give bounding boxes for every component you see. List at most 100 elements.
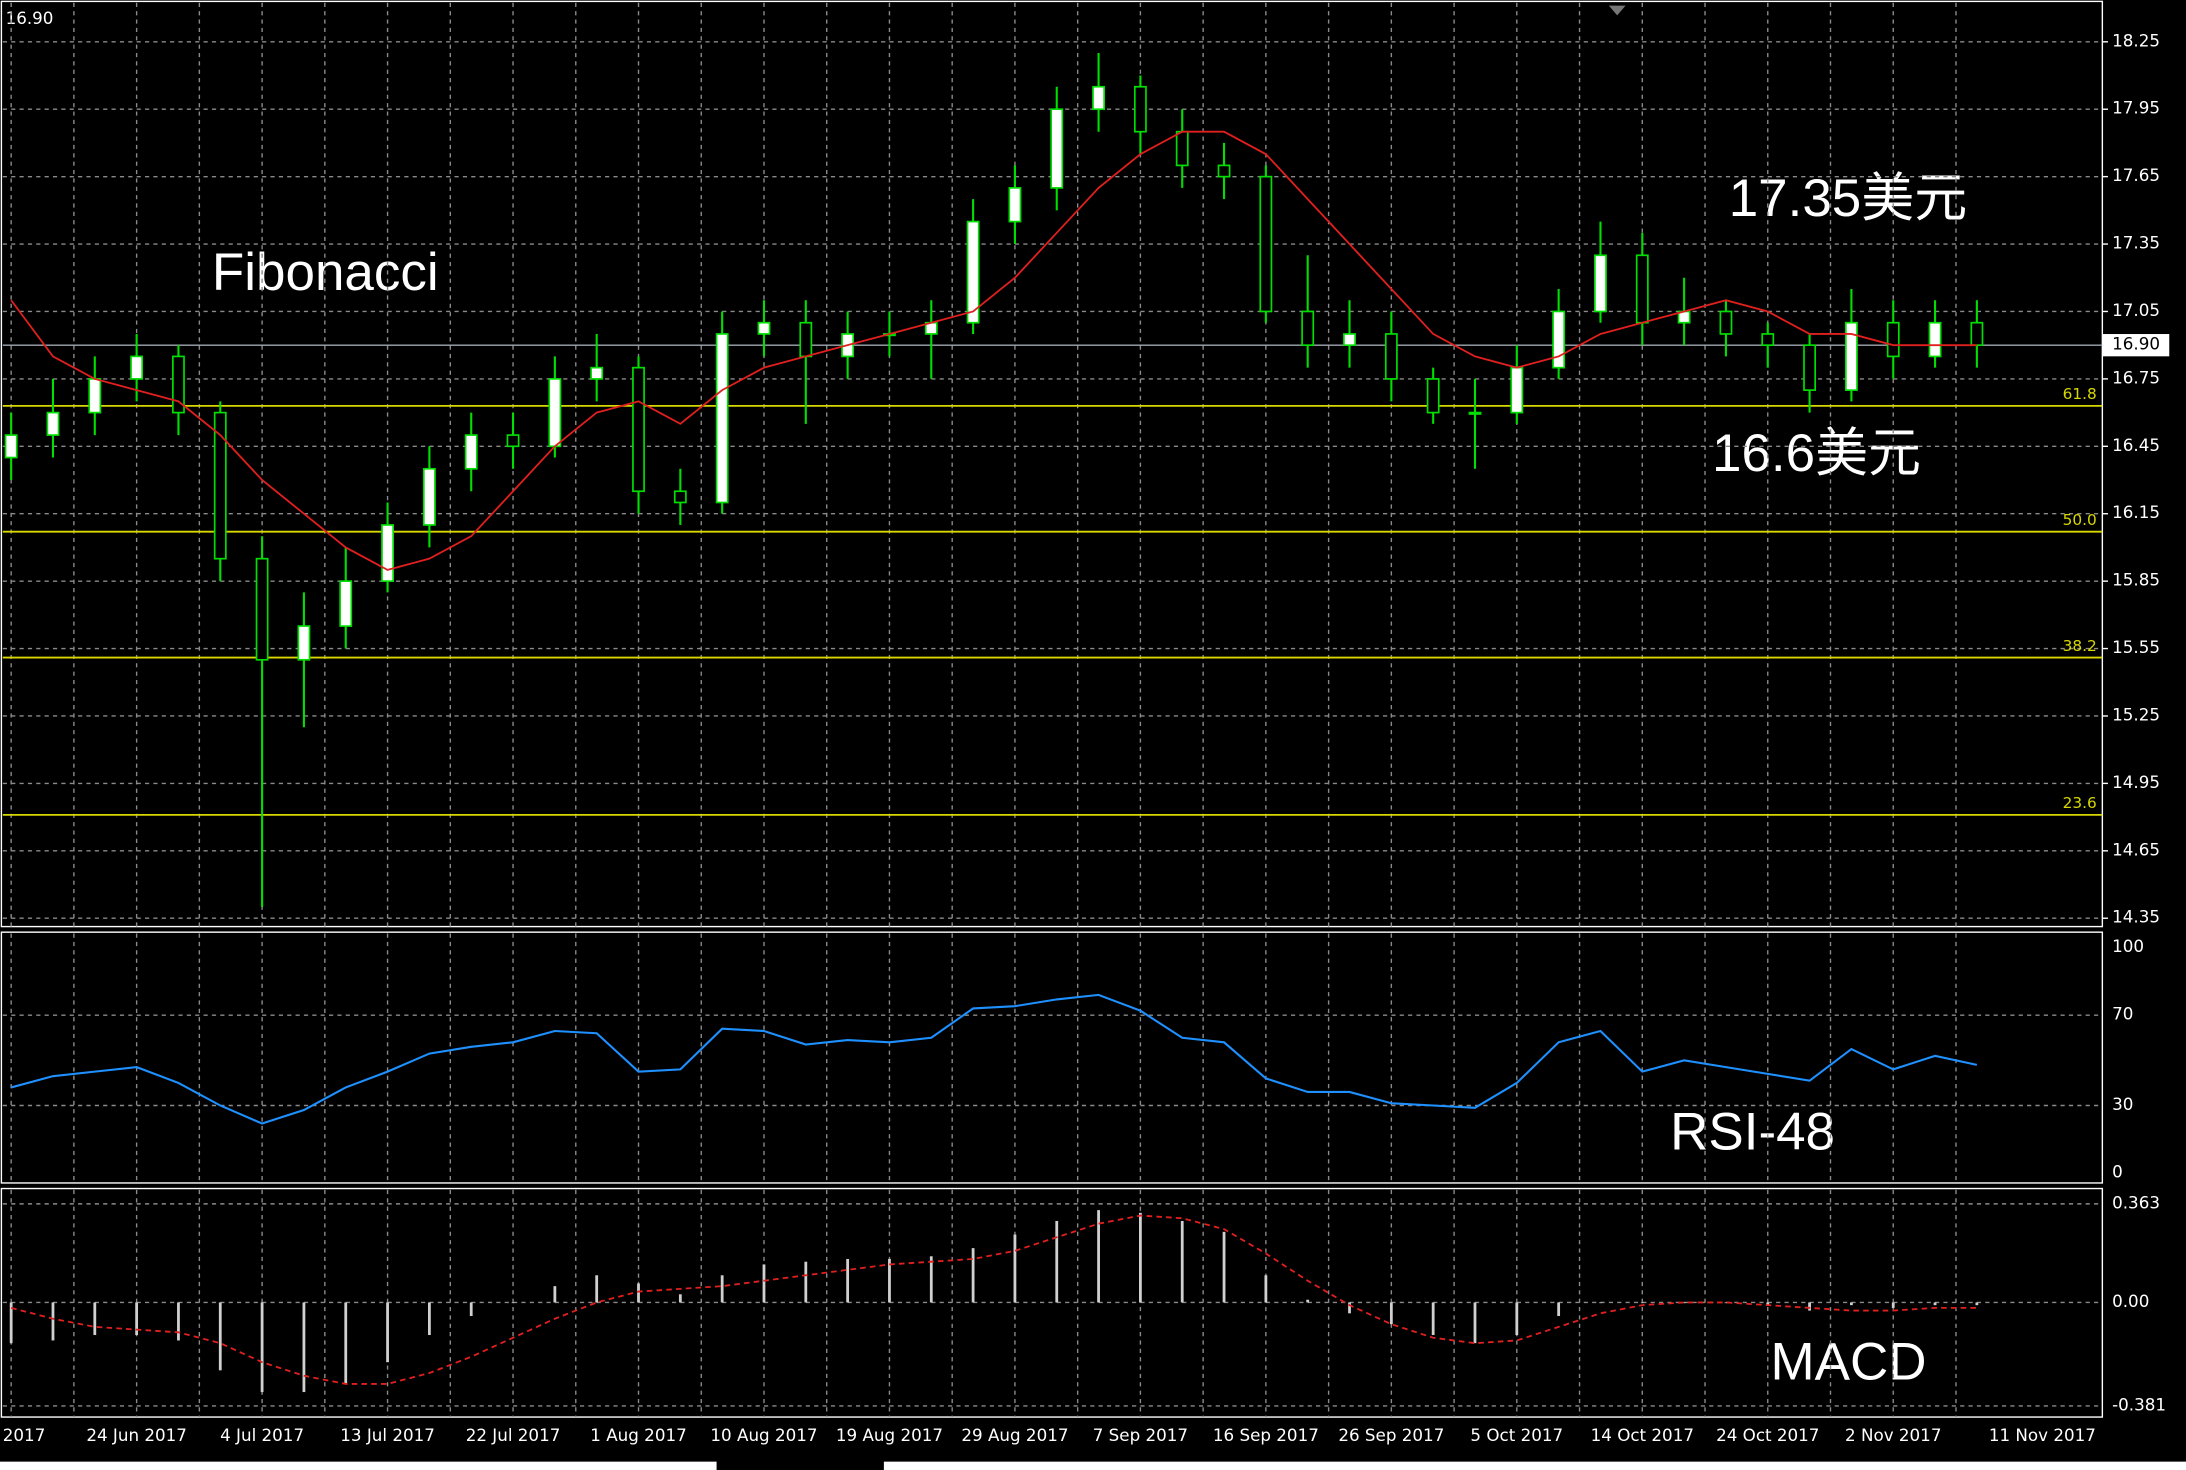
candle-body bbox=[1301, 310, 1315, 347]
macd-bar bbox=[637, 1283, 640, 1303]
macd-bar bbox=[1515, 1302, 1519, 1336]
x-tick-label: 29 Aug 2017 bbox=[961, 1425, 1068, 1445]
annotation: 16.6美元 bbox=[1712, 424, 1921, 483]
candle-body bbox=[1635, 254, 1649, 324]
candle-body bbox=[1970, 321, 1984, 347]
rsi-tick-label: 70 bbox=[2112, 1004, 2133, 1024]
macd-bar bbox=[177, 1302, 180, 1341]
y-tick-label: 14.35 bbox=[2112, 907, 2160, 927]
candle-body bbox=[381, 524, 394, 582]
macd-bar bbox=[1975, 1302, 1979, 1306]
candle-body bbox=[1719, 310, 1733, 335]
y-tick-label: 17.95 bbox=[2112, 98, 2160, 118]
candle-body bbox=[590, 366, 604, 380]
x-tick-label: 13 Jul 2017 bbox=[340, 1425, 435, 1445]
x-tick-label: 1 Aug 2017 bbox=[590, 1425, 686, 1445]
macd-bar bbox=[1139, 1212, 1142, 1303]
macd-bar bbox=[1473, 1302, 1477, 1344]
macd-bar bbox=[1640, 1302, 1644, 1304]
macd-signal bbox=[10, 1214, 1977, 1385]
candle-body bbox=[1092, 85, 1105, 111]
y-tick-label: 18.25 bbox=[2112, 30, 2160, 50]
candle-body bbox=[757, 321, 771, 335]
candle-body bbox=[88, 378, 102, 414]
macd-bar bbox=[302, 1302, 306, 1393]
y-tick-label: 16.75 bbox=[2112, 367, 2160, 387]
x-tick-label: 22 Jul 2017 bbox=[466, 1425, 561, 1445]
macd-bar bbox=[595, 1275, 599, 1303]
annotation: MACD bbox=[1771, 1332, 1927, 1391]
candle-body bbox=[130, 355, 144, 380]
x-tick-label: 24 Oct 2017 bbox=[1716, 1425, 1819, 1445]
macd-tick-label: 0.363 bbox=[2112, 1192, 2160, 1212]
candle-body bbox=[464, 434, 478, 470]
main-panel-frame bbox=[0, 0, 2104, 928]
macd-bar bbox=[971, 1248, 975, 1303]
macd-bar bbox=[344, 1302, 348, 1384]
x-tick-label: 19 Aug 2017 bbox=[836, 1425, 943, 1445]
tab-bar bbox=[883, 1461, 2186, 1470]
macd-bar bbox=[1557, 1302, 1561, 1317]
macd-bar bbox=[929, 1256, 933, 1303]
current-price-box bbox=[2102, 334, 2170, 357]
annotation: RSI-48 bbox=[1670, 1103, 1835, 1162]
macd-bar bbox=[135, 1302, 139, 1336]
current-price-top: 16.90 bbox=[6, 8, 54, 28]
candle-body bbox=[1217, 164, 1231, 178]
y-tick-label: 16.15 bbox=[2112, 502, 2160, 522]
candle-body bbox=[1552, 310, 1566, 369]
candle-body bbox=[213, 411, 227, 560]
candle-body bbox=[1343, 333, 1356, 347]
x-tick-label: 24 Jun 2017 bbox=[86, 1425, 187, 1445]
candle-body bbox=[1133, 85, 1147, 133]
y-tick-label: 15.55 bbox=[2112, 637, 2160, 657]
y-tick-label: 17.35 bbox=[2112, 233, 2160, 253]
macd-bar bbox=[1431, 1302, 1435, 1336]
macd-bar bbox=[1724, 1302, 1728, 1304]
current-price-label: 16.90 bbox=[2112, 334, 2160, 354]
candle-body bbox=[1803, 344, 1816, 391]
candle-body bbox=[1468, 411, 1482, 415]
y-tick-label: 14.95 bbox=[2112, 772, 2160, 792]
macd-panel-frame bbox=[0, 1187, 2104, 1418]
candle-body bbox=[715, 333, 729, 504]
macd-bar bbox=[260, 1302, 264, 1393]
candle-body bbox=[799, 321, 813, 358]
candle-body bbox=[1426, 378, 1440, 414]
candle-body bbox=[4, 434, 18, 459]
x-tick-label: 10 Aug 2017 bbox=[710, 1425, 817, 1445]
candle-body bbox=[1384, 333, 1398, 380]
candle-body bbox=[172, 355, 185, 414]
fib-label: 23.6 bbox=[2063, 794, 2097, 812]
macd-bar bbox=[762, 1264, 766, 1303]
candle-body bbox=[1175, 130, 1189, 167]
macd-bar bbox=[846, 1258, 850, 1303]
macd-bar bbox=[386, 1302, 389, 1363]
y-tick-label: 16.45 bbox=[2112, 435, 2160, 455]
rsi-tick-label: 0 bbox=[2112, 1162, 2123, 1182]
x-tick-label: 26 Sep 2017 bbox=[1338, 1425, 1444, 1445]
macd-bar bbox=[888, 1258, 891, 1303]
macd-bar bbox=[469, 1302, 473, 1317]
macd-bar bbox=[804, 1261, 808, 1303]
macd-bar bbox=[1599, 1302, 1602, 1304]
macd-bar bbox=[1808, 1302, 1811, 1311]
fib-label: 38.2 bbox=[2063, 637, 2097, 655]
candle-body bbox=[255, 557, 269, 661]
x-tick-label: 2 Nov 2017 bbox=[1845, 1425, 1941, 1445]
macd-bar bbox=[1222, 1231, 1226, 1303]
y-tick-label: 14.65 bbox=[2112, 839, 2160, 859]
x-tick-label: 11 Nov 2017 bbox=[1989, 1425, 2096, 1445]
x-tick-label: 2017 bbox=[3, 1425, 46, 1445]
candle-body bbox=[632, 366, 645, 493]
tab-bar bbox=[0, 1461, 717, 1470]
x-tick-label: 7 Sep 2017 bbox=[1093, 1425, 1188, 1445]
x-tick-label: 5 Oct 2017 bbox=[1470, 1425, 1563, 1445]
rsi-tick-label: 30 bbox=[2112, 1094, 2133, 1114]
macd-bar bbox=[427, 1302, 431, 1336]
macd-bar bbox=[511, 1302, 515, 1304]
scroll-marker bbox=[1608, 5, 1626, 16]
candle-body bbox=[1259, 175, 1273, 313]
moving-average bbox=[10, 130, 1977, 571]
